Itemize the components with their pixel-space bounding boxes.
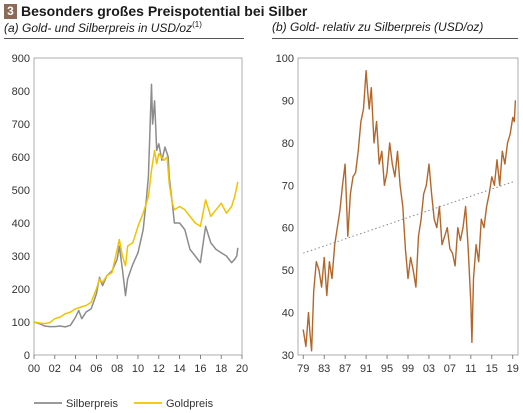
gold-price-line (33, 149, 239, 325)
plot-area-frame (297, 57, 519, 356)
x-tick-label: 99 (402, 363, 414, 375)
panel-a-chart: 0 100 200 300 400 500 600 700 800 900 00 02 04 06 08 10… (12, 53, 248, 375)
y-tick-label: 300 (12, 251, 30, 263)
silver-price-line (33, 83, 239, 328)
legend-label: Goldpreis (166, 398, 214, 410)
y-tick-label: 30 (282, 350, 294, 362)
x-tick-label: 14 (173, 363, 185, 375)
panel-b-subtitle: (b) Gold- relativ zu Silberpreis (USD/oz… (272, 20, 484, 34)
y-tick-label: 80 (282, 138, 294, 150)
figure-title: Besonders großes Preispotential bei Silb… (21, 3, 308, 19)
y-tick-label: 400 (12, 218, 30, 230)
y-tick-label: 50 (282, 265, 294, 277)
legend-label: Silberpreis (66, 398, 118, 410)
y-tick-label: 800 (12, 86, 30, 98)
y-tick-label: 200 (12, 284, 30, 296)
x-tick-label: 07 (444, 363, 456, 375)
x-tick-label: 00 (28, 363, 40, 375)
trend-line (303, 180, 516, 254)
x-tick-label: 91 (360, 363, 372, 375)
panel-a-subtitle-text: (a) Gold- und Silberpreis in USD/oz (4, 21, 193, 35)
panel-b-rule (272, 38, 518, 39)
x-tick-label: 19 (507, 363, 519, 375)
x-tick-label: 11 (465, 363, 476, 375)
y-tick-label: 100 (276, 53, 294, 65)
figure-header: 3 Besonders großes Preispotential bei Si… (4, 2, 307, 20)
figure-number-badge: 3 (4, 3, 17, 19)
y-tick-label: 900 (12, 53, 30, 65)
x-tick-label: 20 (236, 363, 248, 375)
y-tick-label: 500 (12, 185, 30, 197)
x-tick-label: 18 (215, 363, 227, 375)
plot-area-frame (33, 57, 243, 356)
y-tick-label: 600 (12, 152, 30, 164)
panel-a-rule (4, 38, 244, 39)
x-tick-label: 95 (381, 363, 393, 375)
panel-a-subtitle: (a) Gold- und Silberpreis in USD/oz(1) (4, 20, 202, 35)
x-tick-label: 12 (153, 363, 165, 375)
y-tick-label: 90 (282, 95, 294, 107)
y-tick-label: 70 (282, 180, 294, 192)
x-tick-label: 03 (423, 363, 435, 375)
panel-b-chart: 30 40 50 60 70 80 90 100 79 83 87 91 95 99 03 07 11 15 19 (276, 53, 519, 375)
y-tick-label: 60 (282, 223, 294, 235)
y-tick-label: 40 (282, 308, 294, 320)
gold-silver-ratio-line (302, 70, 517, 352)
legend: Silberpreis Goldpreis (34, 398, 214, 410)
x-tick-label: 04 (69, 363, 81, 375)
x-tick-label: 16 (194, 363, 206, 375)
x-tick-label: 87 (339, 363, 351, 375)
x-tick-label: 06 (90, 363, 102, 375)
x-tick-label: 10 (132, 363, 144, 375)
x-tick-label: 15 (486, 363, 498, 375)
footnote-marker: (1) (192, 20, 202, 29)
x-tick-label: 08 (111, 363, 123, 375)
x-tick-label: 83 (318, 363, 330, 375)
x-tick-label: 79 (297, 363, 309, 375)
y-tick-label: 100 (12, 317, 30, 329)
x-tick-label: 02 (49, 363, 61, 375)
y-tick-label: 0 (24, 350, 30, 362)
y-tick-label: 700 (12, 119, 30, 131)
